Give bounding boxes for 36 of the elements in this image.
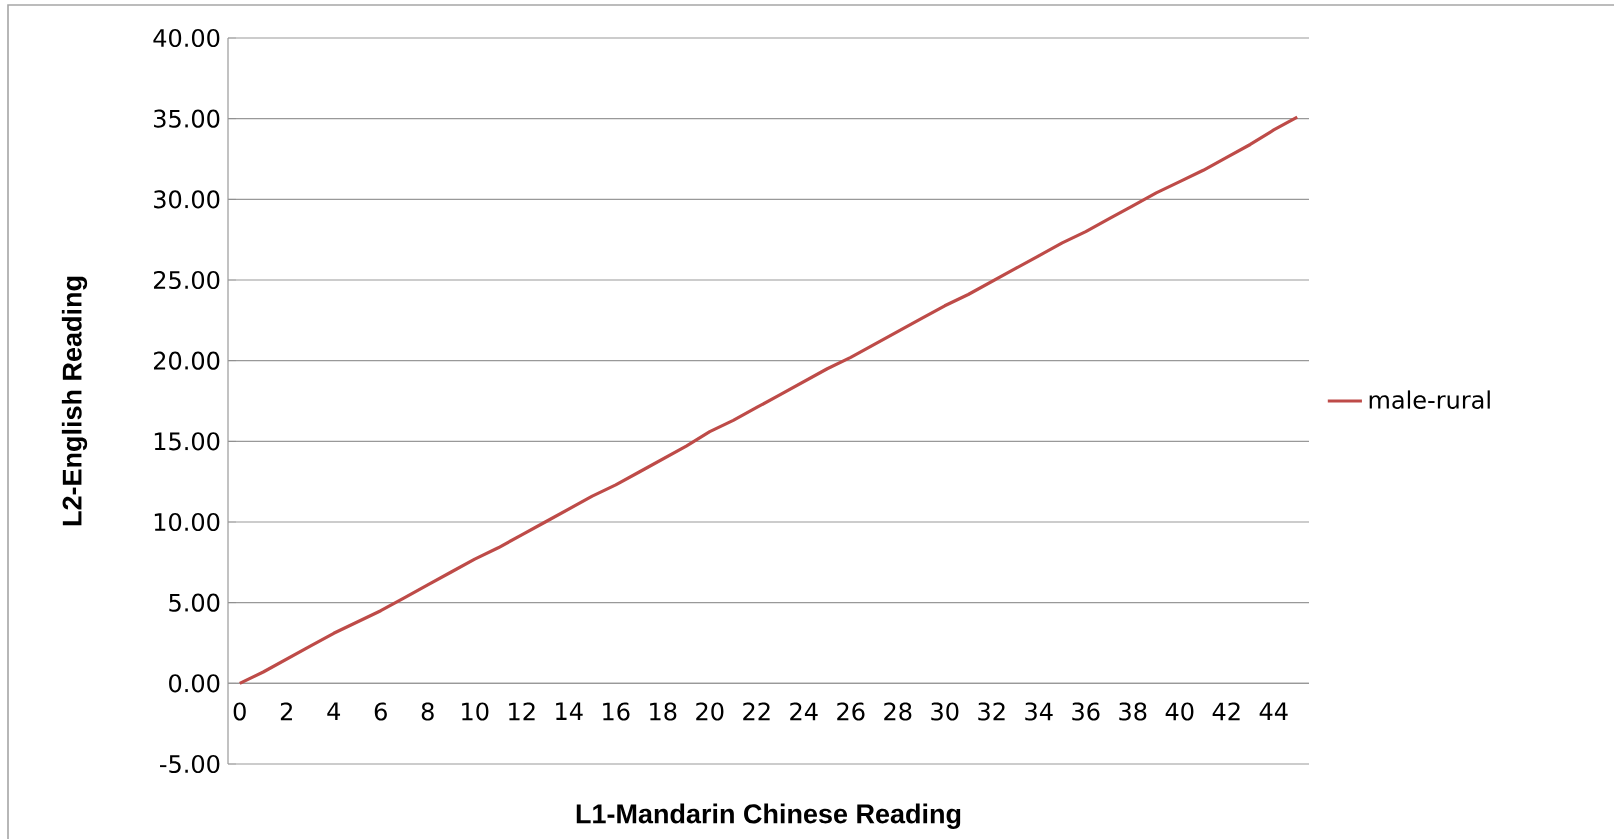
- x-tick-label: 4: [327, 702, 341, 720]
- y-tick-label: 10.00: [154, 512, 220, 532]
- x-tick-label: 42: [1212, 702, 1240, 721]
- x-tick-label: 14: [556, 702, 583, 720]
- y-tick-label: 0.00: [169, 674, 220, 693]
- x-tick-label: 24: [790, 702, 818, 721]
- y-tick-label: -5.00: [160, 754, 220, 774]
- x-tick-label: 2: [280, 702, 292, 721]
- x-axis-title: L1-Mandarin Chinese Reading: [576, 803, 961, 829]
- x-tick-label: 44: [1259, 702, 1288, 720]
- y-tick-label: 40.00: [153, 28, 220, 48]
- x-tick-label: 36: [1072, 702, 1100, 721]
- legend-label: male-rural: [1369, 390, 1490, 409]
- y-axis-title: L2-English Reading: [61, 276, 88, 526]
- y-tick-label: 15.00: [154, 432, 220, 451]
- x-tick-label: 0: [233, 702, 246, 721]
- x-tick-label: 12: [509, 702, 535, 721]
- x-tick-label: 32: [978, 702, 1005, 721]
- y-tick-label: 20.00: [153, 351, 220, 370]
- x-tick-label: 18: [650, 702, 677, 721]
- x-tick-label: 20: [696, 702, 724, 721]
- y-tick-label: 35.00: [154, 109, 220, 128]
- x-tick-label: 28: [884, 702, 912, 721]
- x-tick-label: 16: [603, 702, 630, 721]
- x-tick-label: 8: [421, 702, 434, 721]
- x-tick-label: 6: [374, 702, 387, 721]
- x-tick-label: 30: [931, 702, 959, 721]
- x-tick-label: 38: [1119, 702, 1147, 721]
- x-tick-label: 26: [837, 702, 865, 721]
- y-tick-label: 30.00: [154, 190, 220, 209]
- x-tick-label: 22: [743, 702, 770, 721]
- y-tick-label: 25.00: [153, 270, 220, 290]
- x-tick-label: 40: [1165, 702, 1194, 721]
- x-tick-label: 34: [1025, 702, 1053, 721]
- x-tick-label: 10: [462, 702, 489, 721]
- y-tick-label: 5.00: [169, 593, 220, 612]
